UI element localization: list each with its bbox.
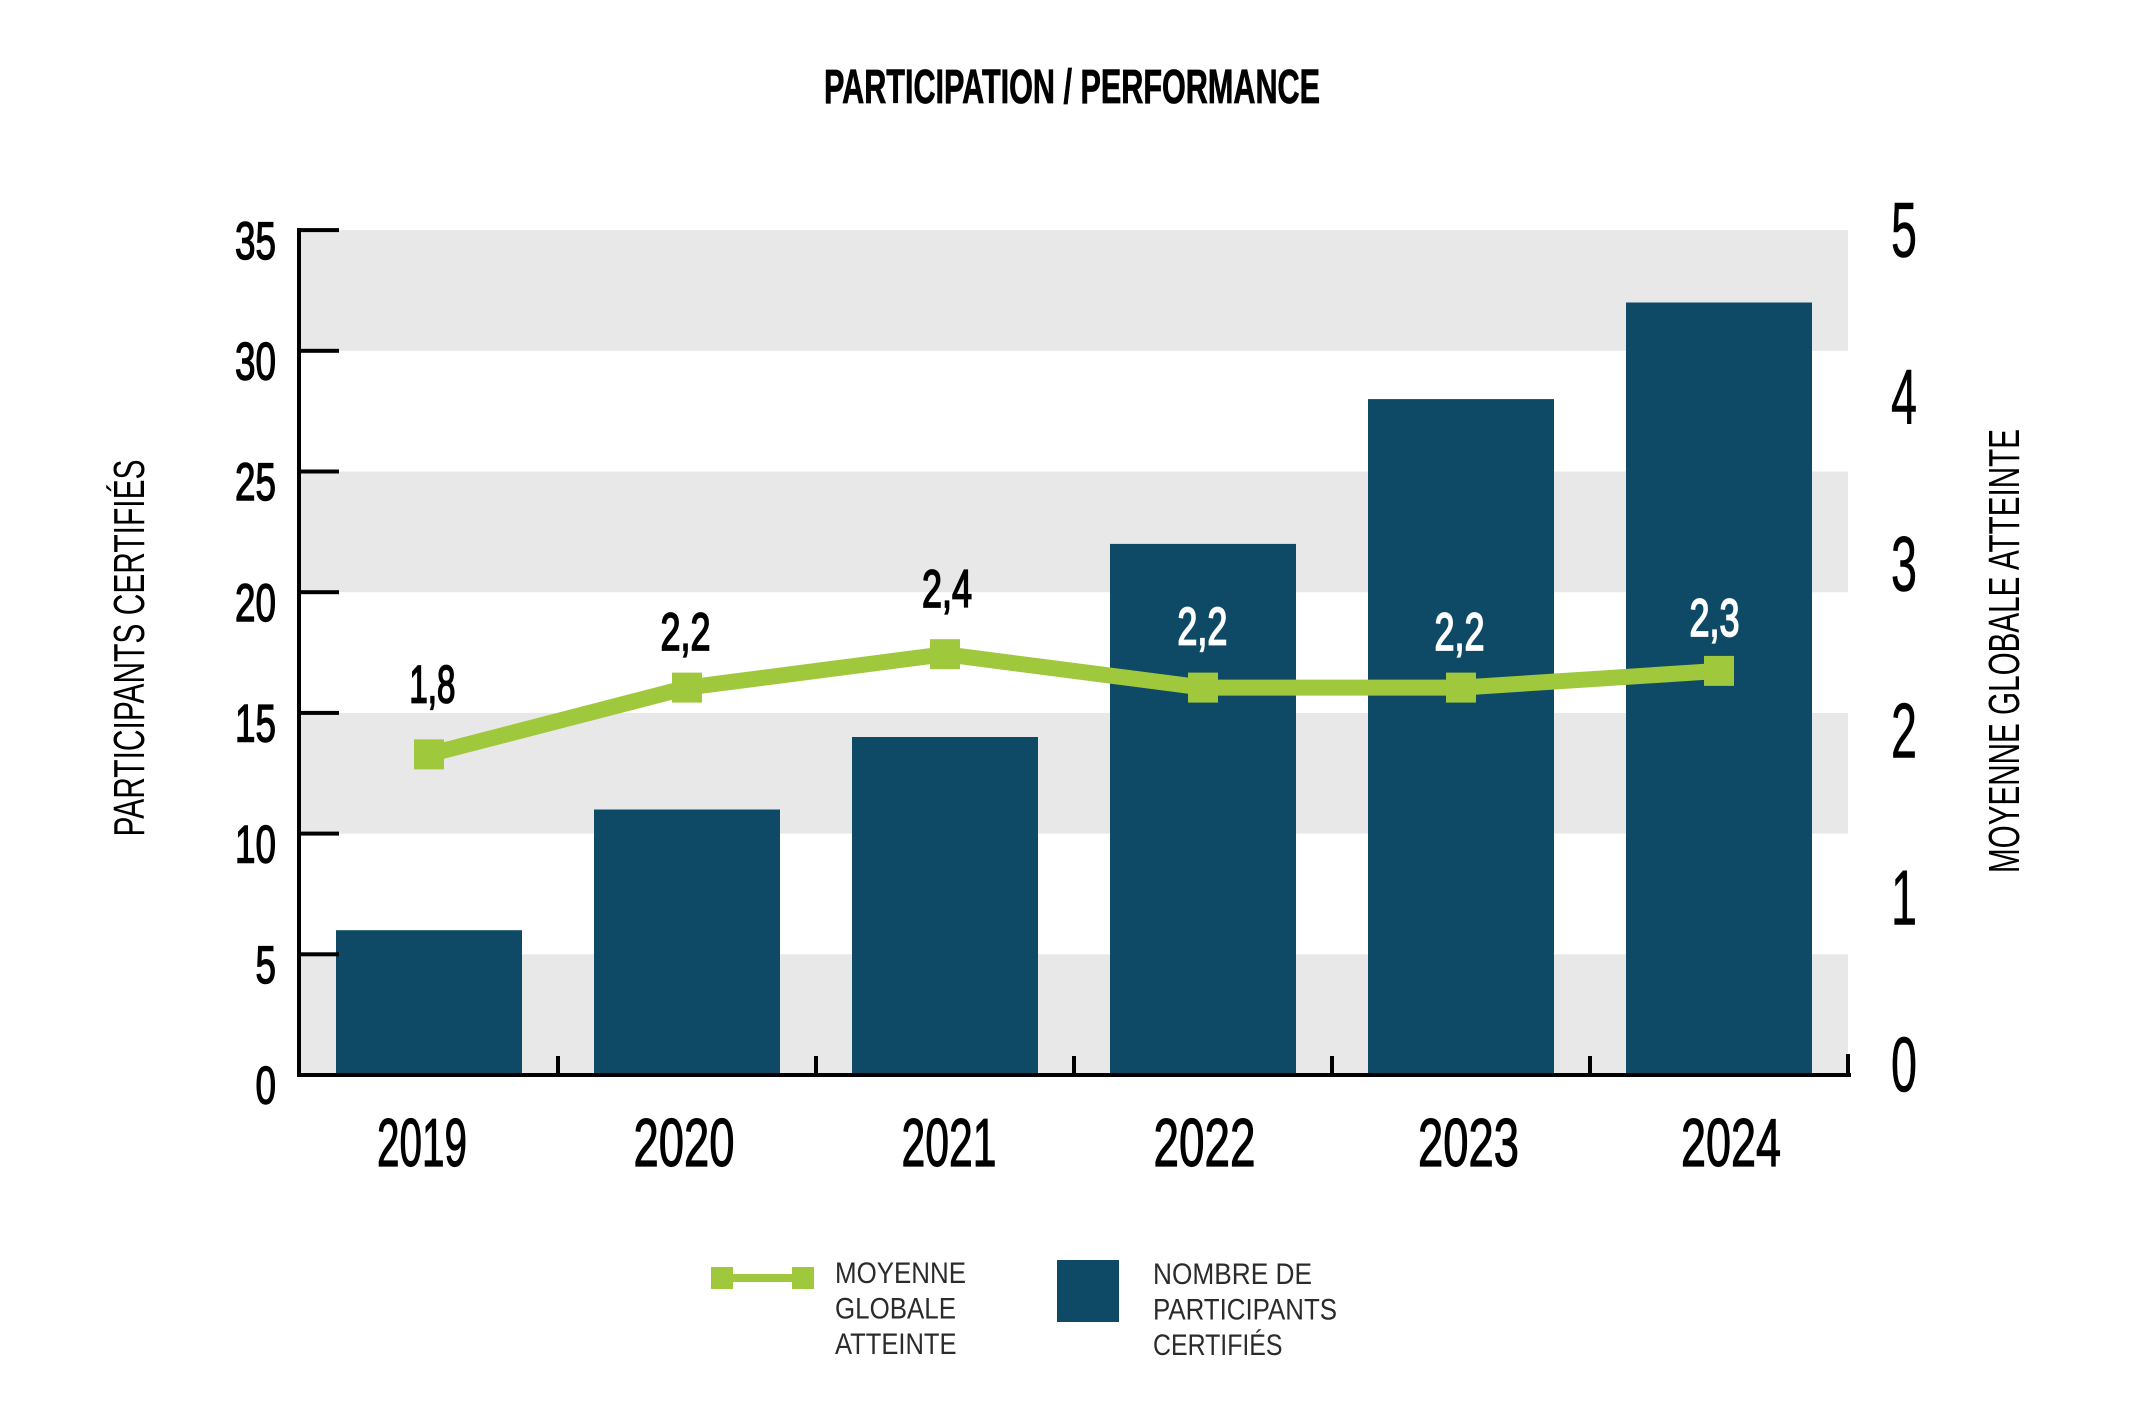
svg-text:2024: 2024 bbox=[1681, 1106, 1781, 1181]
svg-text:5: 5 bbox=[1891, 186, 1917, 274]
svg-text:0: 0 bbox=[1891, 1020, 1917, 1108]
svg-text:2021: 2021 bbox=[902, 1106, 997, 1181]
svg-text:2023: 2023 bbox=[1418, 1106, 1519, 1181]
svg-text:2019: 2019 bbox=[377, 1106, 467, 1181]
svg-text:4: 4 bbox=[1891, 353, 1917, 441]
svg-text:2,3: 2,3 bbox=[1690, 589, 1740, 648]
svg-text:2,2: 2,2 bbox=[1435, 603, 1485, 662]
svg-text:15: 15 bbox=[235, 695, 276, 754]
svg-text:10: 10 bbox=[235, 815, 276, 874]
svg-text:2022: 2022 bbox=[1154, 1106, 1256, 1181]
svg-text:20: 20 bbox=[235, 574, 276, 633]
svg-text:2,2: 2,2 bbox=[661, 603, 711, 662]
svg-text:PARTICIPATION / PERFORMANCE: PARTICIPATION / PERFORMANCE bbox=[824, 61, 1320, 114]
svg-text:2: 2 bbox=[1891, 687, 1917, 775]
svg-text:1,8: 1,8 bbox=[409, 655, 455, 714]
svg-text:CERTIFIÉS: CERTIFIÉS bbox=[1153, 1329, 1283, 1362]
svg-text:MOYENNE: MOYENNE bbox=[835, 1257, 966, 1290]
svg-text:MOYENNE GLOBALE ATTEINTE: MOYENNE GLOBALE ATTEINTE bbox=[1980, 429, 2029, 873]
svg-text:GLOBALE: GLOBALE bbox=[835, 1293, 956, 1326]
svg-text:NOMBRE DE: NOMBRE DE bbox=[1153, 1258, 1312, 1291]
svg-text:2,4: 2,4 bbox=[922, 560, 972, 619]
svg-text:30: 30 bbox=[235, 333, 276, 392]
svg-text:0: 0 bbox=[256, 1057, 277, 1116]
svg-text:PARTICIPANTS CERTIFIÉS: PARTICIPANTS CERTIFIÉS bbox=[105, 460, 154, 837]
svg-text:2020: 2020 bbox=[634, 1106, 735, 1181]
svg-text:25: 25 bbox=[235, 453, 276, 512]
svg-text:3: 3 bbox=[1891, 520, 1917, 608]
svg-text:1: 1 bbox=[1891, 854, 1917, 942]
svg-text:2,2: 2,2 bbox=[1177, 598, 1227, 657]
svg-text:PARTICIPANTS: PARTICIPANTS bbox=[1153, 1294, 1337, 1327]
svg-text:5: 5 bbox=[256, 936, 277, 995]
svg-text:35: 35 bbox=[235, 212, 276, 271]
svg-text:ATTEINTE: ATTEINTE bbox=[835, 1328, 957, 1361]
